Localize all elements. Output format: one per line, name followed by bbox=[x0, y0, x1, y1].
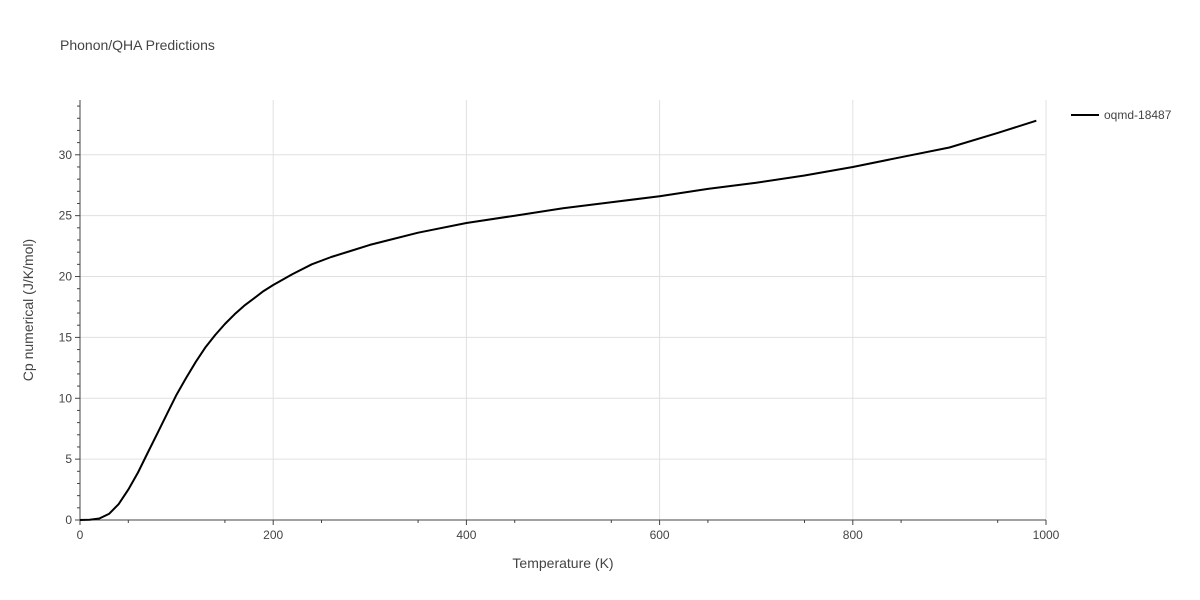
y-tick-label: 0 bbox=[65, 513, 72, 527]
x-tick-label: 800 bbox=[843, 528, 863, 542]
legend[interactable]: oqmd-18487 bbox=[1071, 108, 1172, 122]
x-tick-label: 600 bbox=[650, 528, 670, 542]
y-tick-label: 20 bbox=[59, 270, 73, 284]
series-line bbox=[79, 119, 1037, 521]
grid bbox=[80, 100, 1047, 520]
chart-title: Phonon/QHA Predictions bbox=[60, 37, 215, 53]
y-ticks: 0 5 10 15 20 25 30 bbox=[59, 105, 80, 527]
y-tick-label: 10 bbox=[59, 391, 73, 405]
y-tick-label: 15 bbox=[59, 330, 73, 344]
y-tick-label: 25 bbox=[59, 209, 73, 223]
legend-label: oqmd-18487 bbox=[1104, 108, 1172, 122]
plot-area bbox=[79, 119, 1037, 521]
x-axis-title: Temperature (K) bbox=[512, 555, 613, 571]
x-ticks: 0 200 400 600 800 1000 bbox=[77, 520, 1060, 542]
y-axis-title: Cp numerical (J/K/mol) bbox=[20, 239, 36, 381]
y-tick-label: 30 bbox=[59, 148, 73, 162]
x-tick-label: 0 bbox=[77, 528, 84, 542]
axes bbox=[79, 100, 1046, 521]
x-tick-label: 1000 bbox=[1033, 528, 1060, 542]
x-tick-label: 200 bbox=[263, 528, 283, 542]
y-tick-label: 5 bbox=[65, 452, 72, 466]
x-tick-label: 400 bbox=[456, 528, 476, 542]
